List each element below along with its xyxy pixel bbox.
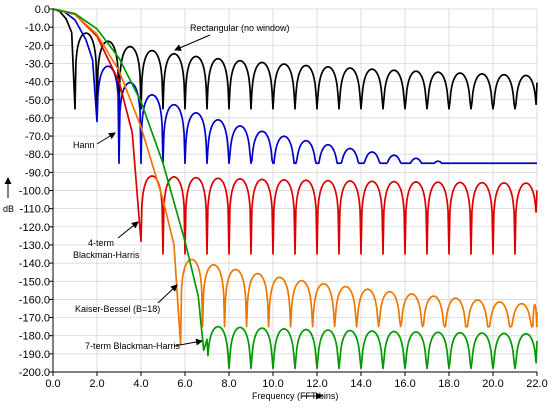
x-tick-label: 8.0	[221, 378, 236, 390]
x-axis-title: Frequency (FFT bins)	[252, 391, 338, 401]
annotation-kb18-label: Kaiser-Bessel (B=18)	[75, 304, 160, 314]
x-tick-labels: 0.0 2.0 4.0 6.0 8.0 10.0 12.0 14.0 16.0 18.0 20.0 2…	[45, 378, 547, 390]
y-tick-label: -130.0	[19, 240, 50, 252]
y-tick-label: -70.0	[25, 131, 50, 143]
y-tick-label: -20.0	[25, 40, 50, 52]
y-tick-label: -110.0	[20, 204, 50, 216]
y-tick-label: -10.0	[25, 22, 50, 34]
y-tick-labels: 0.0 -10.0 -20.0 -30.0 -40.0 -50.0 -60.0 -70.0 -8…	[19, 4, 50, 379]
annotation-bh7-arrow	[173, 338, 203, 347]
x-tick-label: 4.0	[133, 378, 148, 390]
annotation-rect-arrow	[174, 34, 211, 51]
series-hann-line	[52, 8, 537, 165]
y-tick-label: -160.0	[19, 294, 50, 306]
y-tick-label: -60.0	[25, 113, 50, 125]
x-tick-label: 2.0	[89, 378, 104, 390]
x-tick-label: 14.0	[350, 378, 371, 390]
annotation-bh4-label-2: Blackman-Harris	[73, 250, 140, 260]
x-tick-label: 12.0	[306, 378, 327, 390]
y-tick-label: -140.0	[19, 258, 50, 270]
series-rect-line	[52, 8, 538, 110]
x-tick-label: 22.0	[526, 378, 547, 390]
y-tick-label: -190.0	[19, 349, 50, 361]
annotation-hann-arrow	[96, 132, 116, 145]
x-tick-label: 16.0	[394, 378, 415, 390]
annotation-kb18-arrow	[157, 284, 178, 304]
y-tick-label: -200.0	[19, 367, 50, 379]
x-tick-label: 18.0	[438, 378, 459, 390]
y-tick-label: -40.0	[25, 77, 50, 89]
series-kb18-line	[52, 8, 538, 346]
y-tick-label: -170.0	[19, 313, 50, 325]
x-tick-label: 20.0	[482, 378, 503, 390]
series-group	[52, 8, 538, 370]
y-tick-label: -50.0	[25, 95, 50, 107]
annotations: Rectangular (no window) Hann 4-term Blac…	[73, 23, 290, 351]
x-tick-label: 6.0	[177, 378, 192, 390]
y-tick-label: -90.0	[25, 167, 50, 179]
annotation-bh4-arrow	[117, 221, 139, 239]
annotation-bh4-label: 4-term	[88, 238, 114, 248]
series-bh4-line	[52, 8, 538, 255]
y-tick-label: -80.0	[25, 149, 50, 161]
y-tick-label: -30.0	[25, 58, 50, 70]
y-axis-title: dB	[3, 204, 14, 214]
annotation-rect-label: Rectangular (no window)	[190, 23, 290, 33]
annotation-hann-label: Hann	[73, 140, 95, 150]
x-tick-label: 10.0	[262, 378, 283, 390]
y-tick-label: -100.0	[19, 186, 50, 198]
series-bh7-line	[52, 8, 538, 370]
x-tick-label: 0.0	[45, 378, 60, 390]
annotation-bh7-label: 7-term Blackman-Harris	[85, 341, 181, 351]
y-tick-label: -180.0	[19, 331, 50, 343]
axis-titles: Frequency (FFT bins) dB	[3, 177, 338, 401]
axes	[52, 9, 537, 373]
grid	[49, 8, 538, 376]
y-tick-label: -150.0	[19, 276, 50, 288]
y-tick-label: -120.0	[19, 222, 50, 234]
y-tick-label: 0.0	[35, 4, 50, 16]
